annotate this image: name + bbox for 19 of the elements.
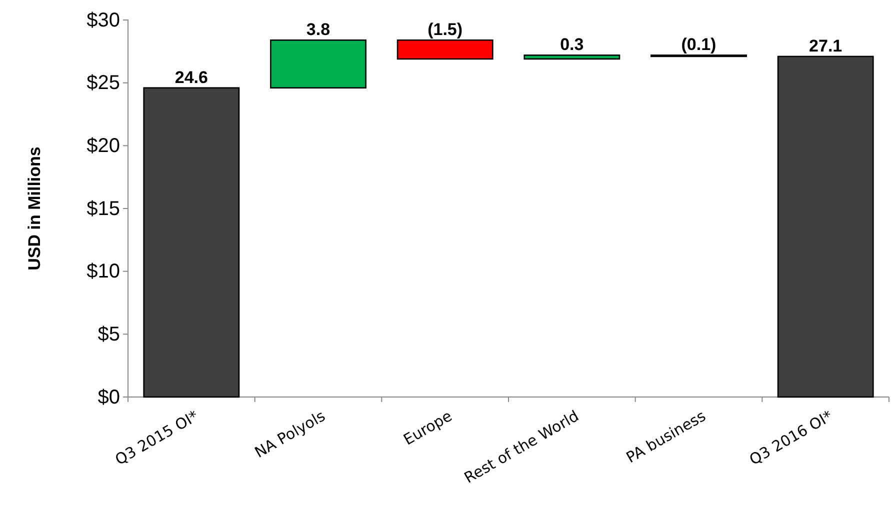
- y-tick-label: $0: [98, 386, 120, 408]
- y-tick-label: $30: [86, 9, 120, 32]
- bar: [396, 39, 494, 60]
- data-label: 27.1: [809, 36, 842, 56]
- y-tick-label: $15: [86, 198, 120, 220]
- data-label: (1.5): [428, 20, 463, 40]
- bar: [143, 87, 240, 398]
- y-tick-label: $10: [86, 260, 120, 283]
- y-axis-title: USD in Millions: [25, 146, 44, 270]
- y-tick-label: $25: [86, 72, 120, 94]
- data-label: 3.8: [306, 20, 330, 40]
- data-label: (0.1): [681, 35, 716, 54]
- data-label: 0.3: [560, 35, 584, 54]
- bar: [777, 56, 874, 398]
- bar: [524, 54, 620, 60]
- data-label: 24.6: [174, 68, 208, 87]
- y-tick-label: $20: [86, 135, 120, 158]
- bar: [270, 39, 366, 89]
- y-tick-label: $5: [98, 324, 120, 346]
